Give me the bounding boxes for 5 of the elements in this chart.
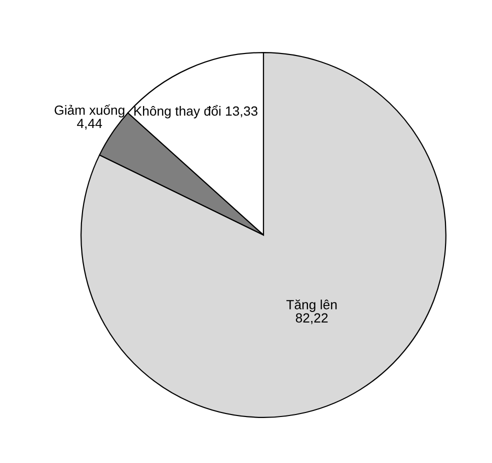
data-label: 82,22 bbox=[296, 313, 328, 324]
slice-label: Tăng lên bbox=[286, 299, 337, 312]
slice-label: Giảm xuống bbox=[54, 104, 124, 118]
slice-label: Không thay đổi 13,33 bbox=[134, 104, 258, 118]
data-label: 4,44 bbox=[77, 118, 102, 130]
